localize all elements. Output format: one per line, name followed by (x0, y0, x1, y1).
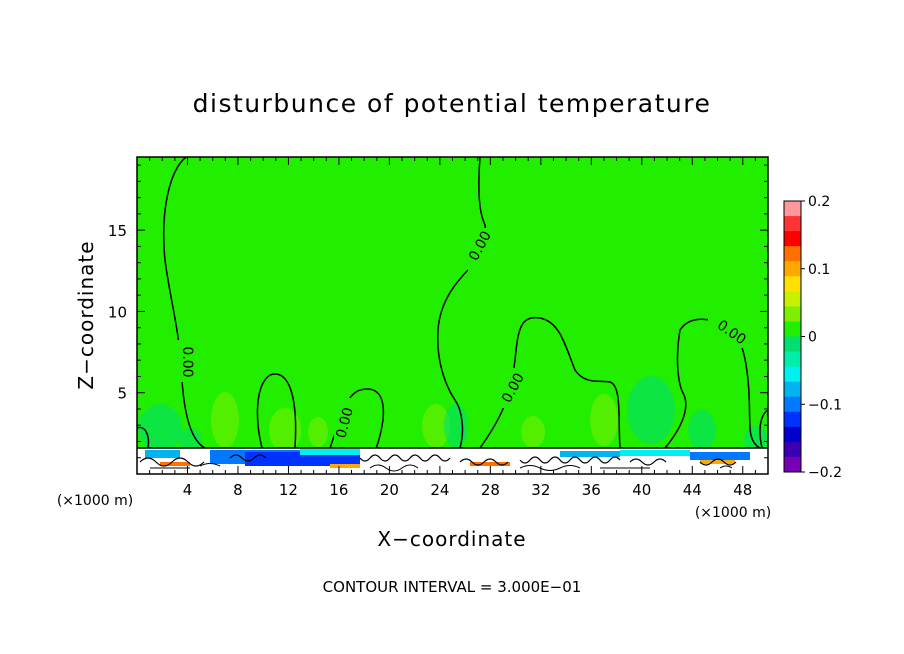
x-tick-label: 12 (279, 481, 298, 499)
y-axis: 5 10 15 (108, 164, 768, 459)
colorbar-swatch (784, 351, 801, 368)
colorbar-tick-label: −0.1 (808, 397, 842, 413)
colorbar-swatch (784, 291, 801, 307)
plot-area: 0.00 0.00 0.00 0.00 0.00 (137, 157, 768, 474)
x-axis: 4 8 12 16 20 24 28 32 36 40 44 48 (149, 157, 756, 499)
warm-patch (590, 394, 618, 446)
chart-title: disturbunce of potential temperature (193, 89, 712, 118)
colorbar-swatch (784, 321, 801, 337)
band-cyan-1 (300, 449, 360, 455)
x-tick-label: 20 (380, 481, 399, 499)
colorbar-swatch (784, 246, 801, 262)
cool-patch (138, 404, 182, 452)
colorbar-swatch (784, 306, 801, 322)
contour-label-bgs (176, 228, 748, 442)
colorbar-swatch (784, 396, 801, 413)
contour-interval-note: CONTOUR INTERVAL = 3.000E−01 (323, 578, 582, 596)
contour-label-bg (708, 316, 748, 348)
contour-label-bg (468, 228, 490, 272)
band-squiggles-2 (150, 463, 733, 472)
warm-patch (521, 416, 545, 448)
band-blue-4 (560, 451, 620, 457)
band-orange-3 (470, 462, 510, 466)
cool-patch (444, 404, 468, 448)
cool-patch (627, 376, 675, 444)
x-tick-label: 44 (683, 481, 702, 499)
x-unit-left: (×1000 m) (57, 493, 133, 509)
band-squiggles (139, 454, 737, 467)
positive-anomaly-patches (211, 392, 618, 452)
x-tick-label: 24 (430, 481, 449, 499)
band-cyan-2 (620, 450, 690, 456)
colorbar-swatch (784, 381, 801, 398)
contour-label: 0.00 (179, 346, 195, 377)
x-axis-label: X−coordinate (377, 527, 526, 551)
x-tick-label: 16 (329, 481, 348, 499)
colorbar-tick-label: 0.1 (808, 262, 830, 278)
colorbar-swatch (784, 216, 801, 232)
x-tick-label: 28 (481, 481, 500, 499)
warm-patch (269, 408, 301, 452)
band-blue-3 (245, 452, 360, 466)
cool-patch (178, 428, 202, 452)
cool-patch (688, 410, 716, 450)
warm-patch (308, 417, 328, 447)
contour-line (137, 426, 150, 449)
contour-label-bg (334, 398, 358, 442)
warm-patch (211, 392, 239, 448)
band-blue-1 (145, 450, 180, 458)
colorbar-swatch (784, 276, 801, 292)
colorbar-tick-label: 0.2 (808, 194, 830, 210)
warm-patch (422, 404, 450, 448)
x-tick-label: 48 (733, 481, 752, 499)
colorbar-swatch (784, 201, 801, 217)
colorbar: 0.2 0.1 0 −0.1 −0.2 (783, 194, 842, 481)
contour-label-bg (500, 368, 526, 408)
colorbar-swatch (784, 411, 801, 428)
contour-line (256, 373, 297, 449)
y-axis-label: Z−coordinate (74, 240, 98, 389)
x-unit-right: (×1000 m) (695, 505, 771, 521)
colorbar-swatch (784, 231, 801, 247)
contour-line (664, 318, 761, 449)
x-tick-label: 32 (531, 481, 550, 499)
x-tick-label: 40 (632, 481, 651, 499)
band-blue-5 (690, 452, 750, 460)
contour-line (436, 157, 487, 449)
x-tick-label: 4 (183, 481, 193, 499)
colorbar-swatch (784, 441, 801, 458)
colorbar-swatch (784, 456, 801, 473)
colorbar-swatch (784, 261, 801, 277)
colorbar-swatch (784, 426, 801, 443)
y-tick-label: 5 (117, 385, 127, 403)
colorbar-tick-label: 0 (808, 330, 817, 346)
band-orange-1 (160, 462, 190, 466)
contour-line (759, 409, 768, 449)
x-tick-label: 8 (233, 481, 243, 499)
colorbar-swatch (784, 366, 801, 383)
x-tick-label: 36 (582, 481, 601, 499)
contour-line (162, 157, 206, 449)
y-tick-label: 15 (108, 222, 127, 240)
colorbar-tick-label: −0.2 (808, 465, 842, 481)
band-orange-2 (330, 464, 360, 468)
colorbar-swatch (784, 336, 801, 353)
band-orange-4 (700, 460, 735, 464)
contour-label: 0.00 (333, 406, 357, 440)
boundary-layer-band (137, 447, 768, 474)
y-tick-label: 10 (108, 303, 127, 321)
contour-label-bg (176, 340, 190, 382)
